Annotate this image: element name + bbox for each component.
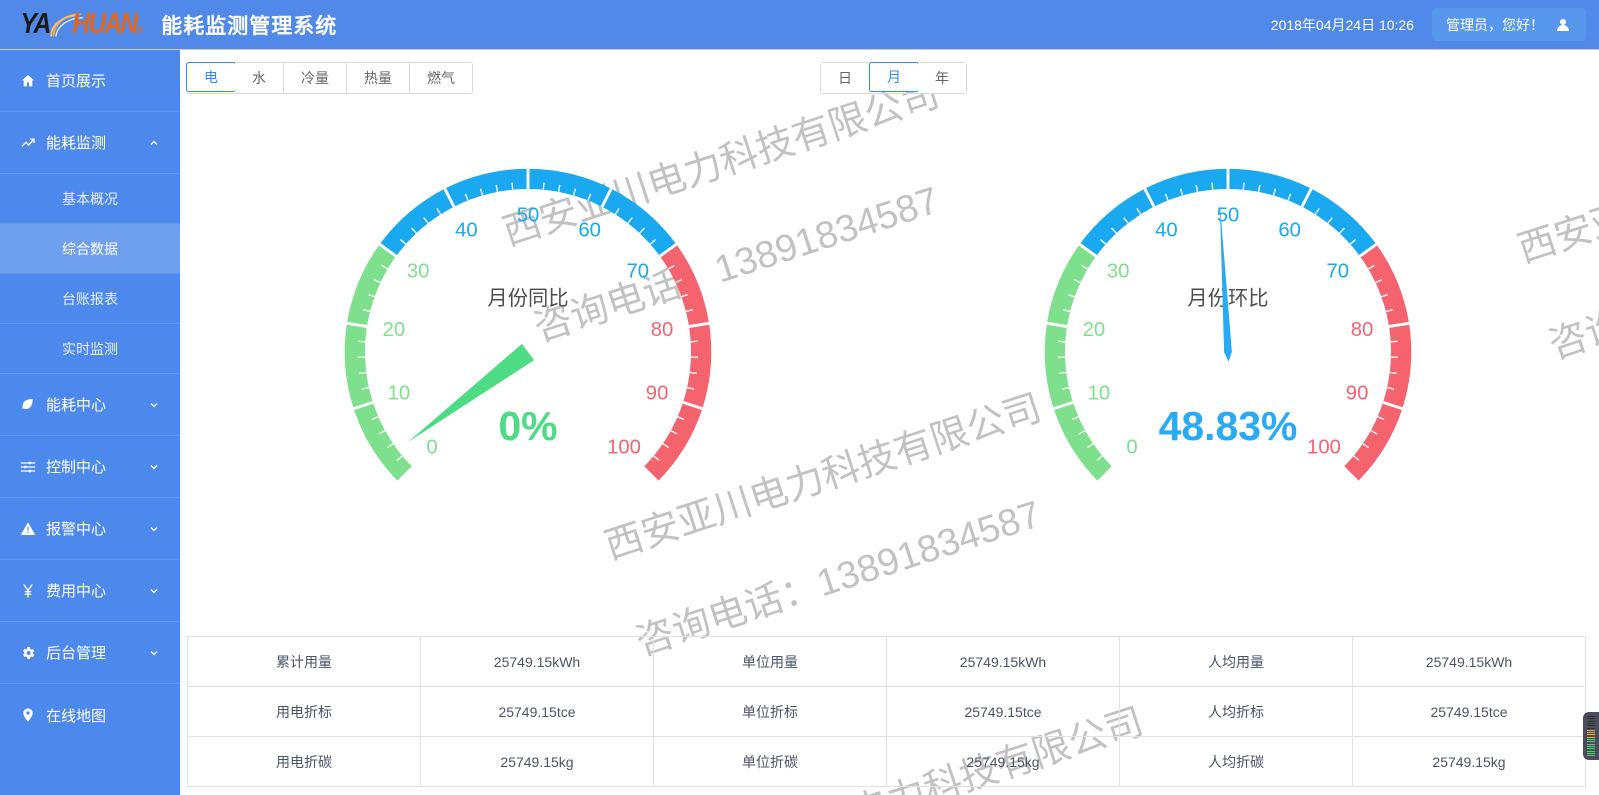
svg-text:100: 100	[1307, 436, 1341, 458]
svg-text:20: 20	[1083, 319, 1106, 341]
svg-text:10: 10	[388, 382, 411, 404]
svg-text:60: 60	[578, 219, 601, 241]
svg-text:80: 80	[651, 319, 674, 341]
svg-text:48.83%: 48.83%	[1159, 403, 1298, 449]
svg-text:30: 30	[407, 261, 430, 283]
svg-text:0: 0	[426, 436, 437, 458]
svg-text:90: 90	[646, 382, 669, 404]
svg-text:40: 40	[455, 219, 478, 241]
svg-text:20: 20	[383, 319, 406, 341]
svg-text:40: 40	[1155, 219, 1178, 241]
svg-text:80: 80	[1351, 319, 1374, 341]
svg-text:70: 70	[627, 261, 650, 283]
svg-text:30: 30	[1107, 261, 1130, 283]
svg-text:10: 10	[1088, 382, 1111, 404]
svg-text:60: 60	[1278, 219, 1301, 241]
svg-text:70: 70	[1327, 261, 1350, 283]
svg-text:月份同比: 月份同比	[487, 287, 568, 310]
svg-text:100: 100	[607, 436, 641, 458]
svg-text:0: 0	[1126, 436, 1137, 458]
svg-text:50: 50	[517, 205, 540, 227]
svg-text:90: 90	[1346, 382, 1369, 404]
svg-text:0%: 0%	[498, 403, 557, 449]
